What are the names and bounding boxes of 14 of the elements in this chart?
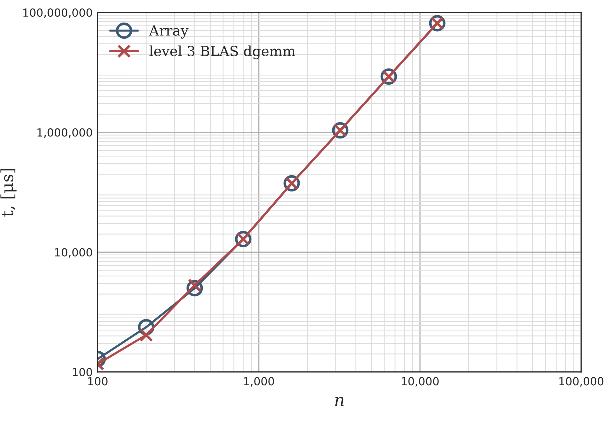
y-tick-label: 10,000 [55, 248, 92, 258]
y-tick-label: 1,000,000 [38, 128, 92, 138]
point [140, 328, 154, 342]
x-axis-title: n [335, 397, 344, 406]
y-axis-title: t, [μs] [0, 169, 17, 217]
x-tick-label: 100 [88, 377, 108, 386]
x-tick-label: 1,000 [244, 377, 274, 387]
legend-label: level 3 BLAS dgemm [150, 46, 296, 60]
legend-label: Array [149, 26, 189, 39]
x-tick-label: 10,000 [402, 377, 439, 387]
y-tick-label: 100 [73, 368, 92, 377]
point [188, 278, 202, 292]
x-tick-label: 100,000 [560, 377, 604, 387]
y-tick-label: 100,000,000 [24, 8, 92, 18]
